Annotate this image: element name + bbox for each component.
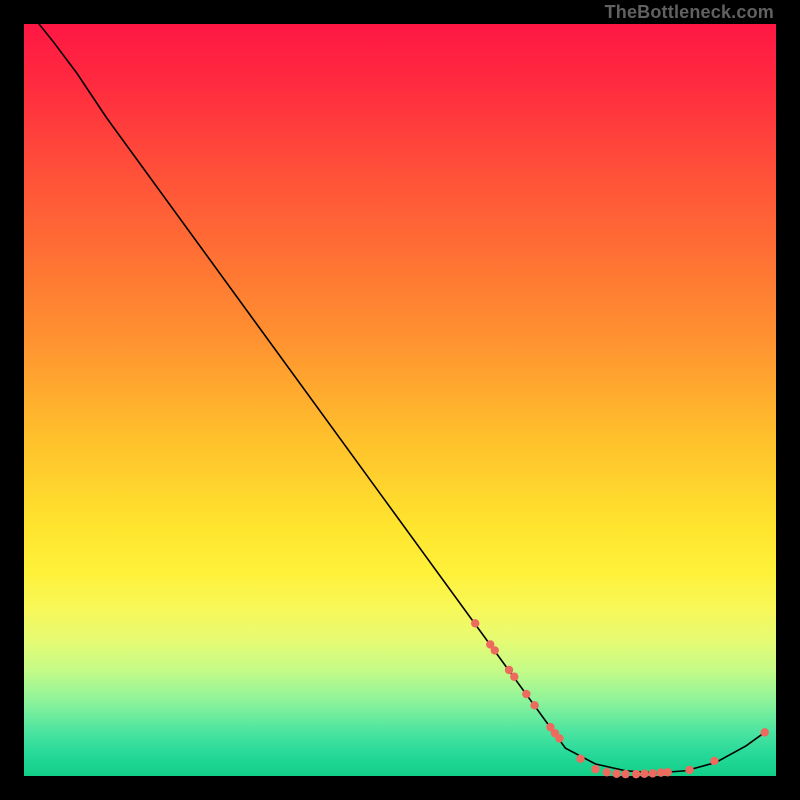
data-point (761, 728, 769, 736)
data-point (576, 755, 584, 763)
data-point (621, 770, 629, 778)
data-point (603, 768, 611, 776)
data-point (632, 770, 640, 778)
watermark-text: TheBottleneck.com (605, 2, 774, 23)
data-point (640, 770, 648, 778)
frame-bottom (0, 776, 800, 800)
data-point (591, 765, 599, 773)
data-point (612, 770, 620, 778)
chart-overlay (24, 24, 776, 776)
data-point (530, 701, 538, 709)
data-markers (471, 619, 769, 778)
data-point (710, 757, 718, 765)
frame-left (0, 0, 24, 800)
data-point (491, 646, 499, 654)
data-point (510, 673, 518, 681)
data-point (505, 666, 513, 674)
data-point (648, 769, 656, 777)
frame-right (776, 0, 800, 800)
data-point (471, 619, 479, 627)
data-point (555, 734, 563, 742)
data-point (685, 766, 693, 774)
bottleneck-curve (39, 24, 765, 773)
data-point (664, 768, 672, 776)
data-point (522, 690, 530, 698)
